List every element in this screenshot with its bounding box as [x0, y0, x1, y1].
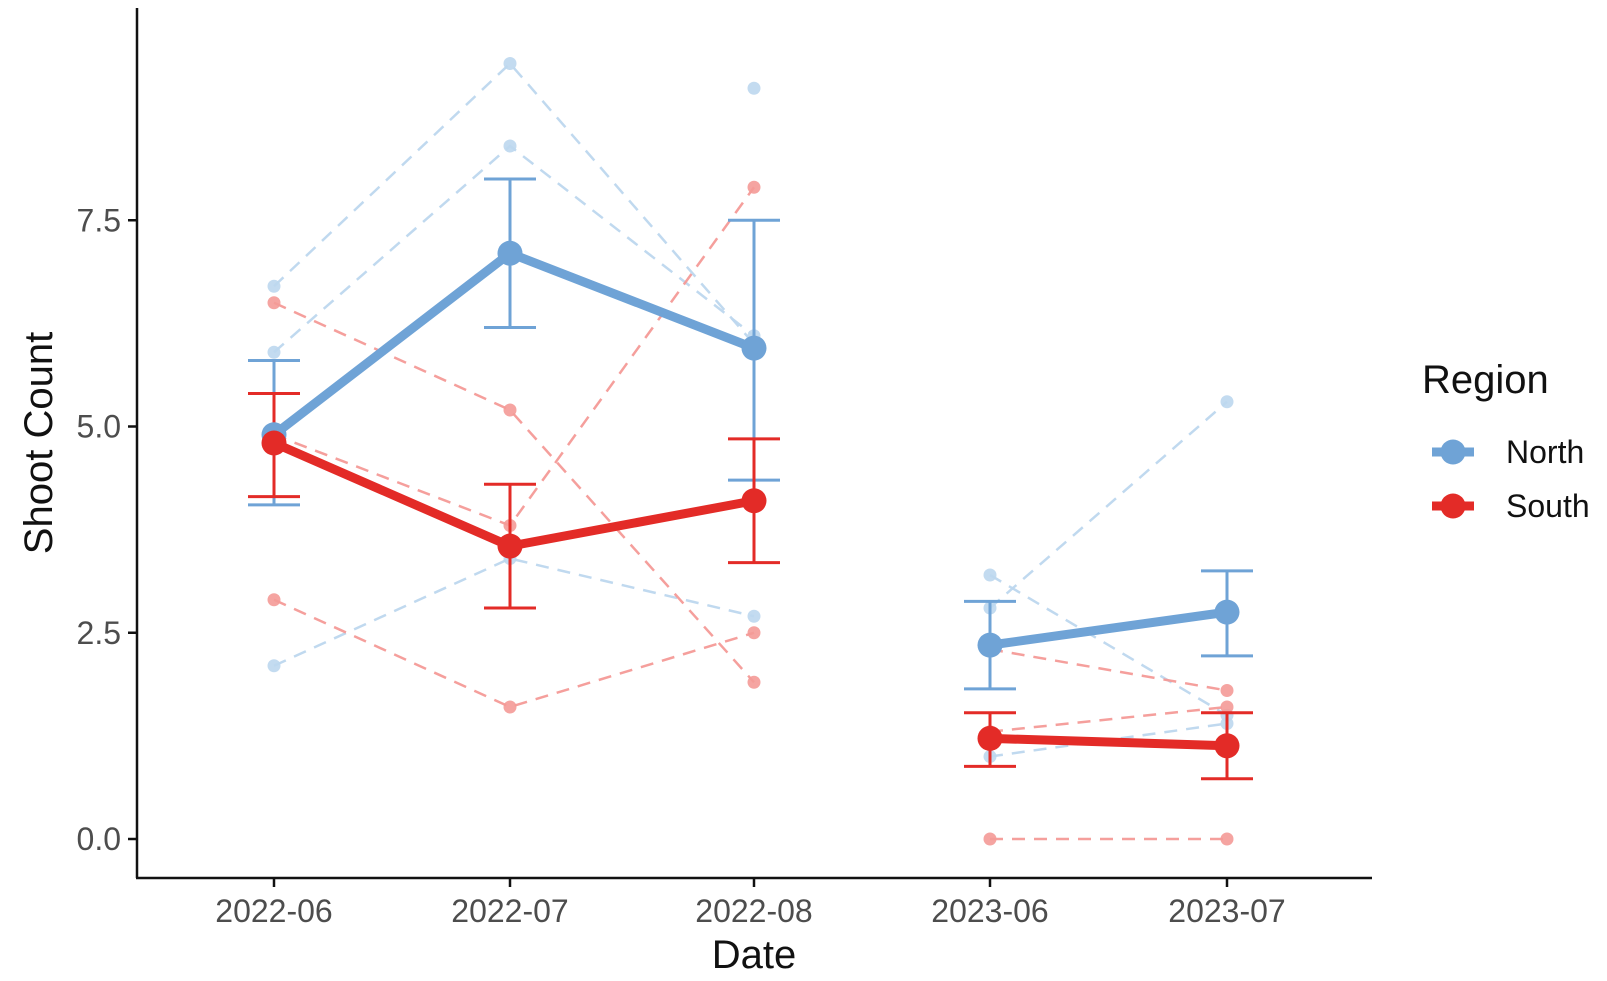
mean-point-north [741, 335, 767, 361]
mean-point-south [497, 533, 523, 559]
legend-key-point-south [1440, 493, 1466, 519]
individual-point-south [1220, 700, 1234, 714]
mean-point-south [261, 430, 287, 456]
mean-point-north [977, 632, 1003, 658]
x-tick-label: 2022-08 [695, 893, 812, 929]
mean-lines-layer [261, 240, 1240, 759]
individual-point-north [267, 279, 281, 293]
y-tick-label: 7.5 [77, 202, 121, 238]
individual-point-south [747, 626, 761, 640]
individual-line-north-4 [989, 573, 1228, 717]
individual-point-south [267, 593, 281, 607]
error-bars-layer [248, 177, 1253, 781]
individual-point-south [983, 832, 997, 846]
individual-line-north-5 [989, 400, 1228, 609]
y-tick-label: 2.5 [77, 615, 121, 651]
mean-point-south [977, 725, 1003, 751]
individual-line-north-2 [273, 557, 755, 667]
individual-point-south [1220, 684, 1234, 697]
individual-line-south-11 [989, 705, 1228, 733]
mean-point-north [497, 240, 523, 266]
individual-line-south-7 [273, 301, 755, 684]
x-tick-label: 2023-06 [931, 893, 1048, 929]
individual-point-south [747, 675, 761, 689]
legend-title: Region [1422, 358, 1549, 402]
mean-point-south [741, 488, 767, 514]
legend-label-north: North [1506, 434, 1584, 470]
legend-key-point-north [1440, 439, 1466, 465]
individual-point-north [983, 568, 997, 582]
x-tick-label: 2022-06 [215, 893, 332, 929]
individual-point-north [267, 345, 281, 359]
x-ticks: 2022-06 2022-07 2022-08 2023-06 2023-07 [215, 878, 1286, 929]
individual-point-south [503, 403, 517, 417]
mean-point-south [1214, 733, 1240, 759]
y-tick-label: 5.0 [77, 409, 121, 445]
mean-line-south [985, 733, 1232, 751]
x-axis-title: Date [712, 933, 797, 976]
individual-point-north [747, 609, 761, 623]
legend-label-south: South [1506, 488, 1590, 524]
individual-point-north [503, 57, 517, 70]
individual-line-south-9 [273, 598, 755, 709]
individual-point-north [267, 659, 281, 673]
individual-point-south [747, 180, 761, 194]
y-axis-title: Shoot Count [17, 332, 61, 554]
x-tick-label: 2023-07 [1168, 893, 1285, 929]
mean-line-north [985, 607, 1232, 650]
individual-point-north [1220, 395, 1234, 409]
individual-point-south [503, 700, 517, 714]
individual-point-north [503, 139, 517, 153]
x-tick-label: 2022-07 [451, 893, 568, 929]
mean-line-south [269, 438, 759, 551]
legend: Region North South [1422, 358, 1590, 524]
y-tick-label: 0.0 [77, 821, 121, 857]
individual-point-south [267, 296, 281, 310]
individual-point-south [1220, 832, 1234, 846]
individual-point-north [747, 81, 761, 95]
individual-line-north-0 [273, 61, 755, 345]
individual-line-south-10 [989, 648, 1228, 692]
y-ticks: 0.0 2.5 5.0 7.5 [77, 202, 137, 857]
individual-lines-layer [267, 57, 1234, 846]
mean-point-north [1214, 599, 1240, 625]
